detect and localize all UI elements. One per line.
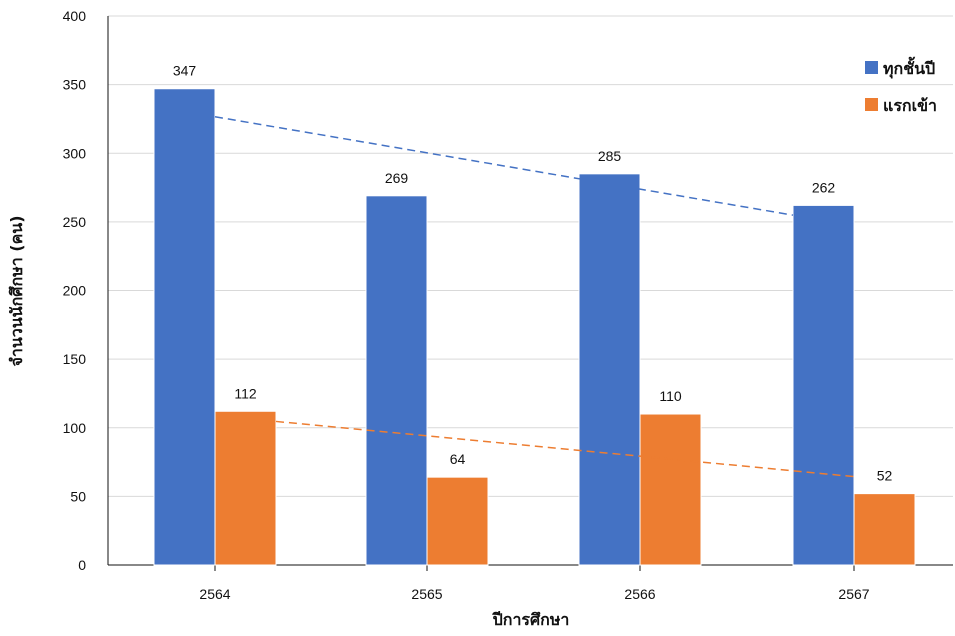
trendlines	[214, 116, 855, 478]
y-tick-label: 150	[63, 351, 87, 367]
x-tick-label: 2566	[624, 586, 655, 602]
trendline-all-years	[214, 116, 794, 216]
data-label-all-years: 347	[173, 63, 197, 79]
data-labels: 347 269 285 262 112 64 110 52	[173, 63, 893, 484]
bar-first-year	[639, 413, 702, 566]
trendline-first-year	[275, 420, 855, 478]
legend-swatch-all-years	[865, 61, 878, 74]
data-label-all-years: 269	[385, 170, 409, 186]
data-label-first-year: 110	[659, 388, 682, 404]
y-tick-label: 300	[63, 145, 87, 161]
x-tick-label: 2565	[411, 586, 442, 602]
x-axis-title: ปีการศึกษา	[491, 610, 569, 629]
bar-all-years	[578, 173, 641, 566]
data-label-first-year: 112	[234, 385, 257, 401]
y-axis-title: จำนวนนักศึกษา (คน)	[7, 215, 26, 366]
data-label-all-years: 285	[598, 148, 622, 164]
bar-first-year	[214, 410, 277, 566]
y-tick-label: 200	[63, 283, 87, 299]
y-tick-label: 100	[63, 420, 87, 436]
legend-swatch-first-year	[865, 98, 878, 111]
bar-first-year	[426, 476, 489, 566]
y-tick-label: 400	[63, 8, 87, 24]
bar-all-years	[365, 195, 428, 566]
x-tick-label: 2564	[199, 586, 230, 602]
y-tick-label: 350	[63, 77, 87, 93]
data-label-first-year: 52	[877, 468, 893, 484]
legend-label-all-years: ทุกชั้นปี	[883, 56, 935, 79]
bar-all-years	[153, 88, 216, 566]
y-tick-label: 0	[78, 557, 86, 573]
bar-all-years	[792, 204, 855, 566]
data-label-first-year: 64	[450, 451, 466, 467]
data-label-all-years: 262	[812, 179, 836, 195]
x-tick-label: 2567	[838, 586, 869, 602]
tick-labels: 0 50 100 150 200 250 300 350 400 2564 2565 2566 2567	[63, 8, 870, 602]
bars	[153, 88, 916, 566]
legend-label-first-year: แรกเข้า	[883, 96, 937, 115]
y-tick-label: 250	[63, 214, 87, 230]
bar-first-year	[853, 493, 916, 566]
y-tick-label: 50	[70, 488, 86, 504]
legend: ทุกชั้นปี แรกเข้า	[865, 56, 937, 115]
